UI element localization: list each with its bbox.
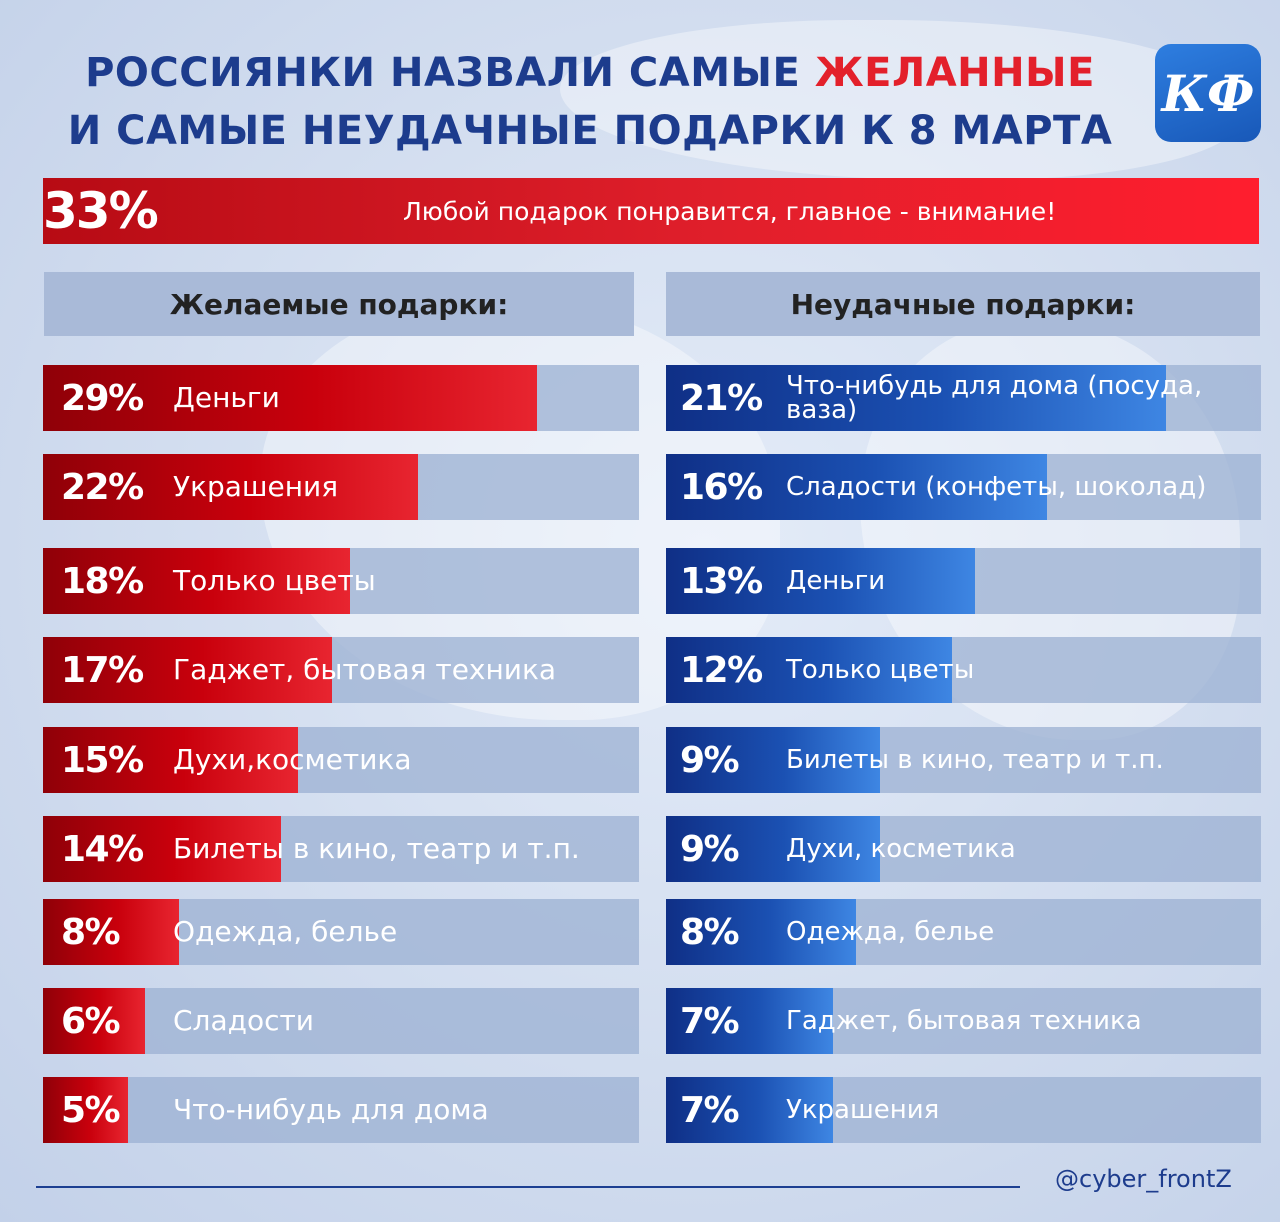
bad-gift-bar <box>666 548 976 614</box>
bad-gift-bar <box>666 899 857 965</box>
bad-gift-value-label: 9% <box>680 828 740 870</box>
bad-gift-value-label: 16% <box>680 466 763 508</box>
desired-gift-bar <box>43 637 333 703</box>
bad-gift-bar <box>666 988 833 1054</box>
desired-gift-bar-row: 17% Гаджет, бытовая техника <box>43 637 639 703</box>
desired-gift-category-label: Одежда, белье <box>173 915 398 948</box>
bad-gift-value-label: 12% <box>680 649 763 691</box>
title-line2: И САМЫЕ НЕУДАЧНЫЕ ПОДАРКИ К 8 МАРТА <box>67 108 1113 154</box>
desired-gift-value-label: 6% <box>61 1000 121 1042</box>
bad-gift-category-label: Украшения <box>786 1095 940 1125</box>
bad-gift-category-label: Билеты в кино, театр и т.п. <box>786 745 1164 775</box>
footer-divider <box>36 1186 1020 1188</box>
desired-gifts-header: Желаемые подарки: <box>44 272 634 336</box>
bad-gift-value-label: 8% <box>680 911 740 953</box>
desired-gift-value-label: 22% <box>61 466 144 508</box>
desired-gift-value-label: 18% <box>61 560 144 602</box>
bad-gift-bar-row: 7% Украшения <box>666 1077 1261 1143</box>
kf-logo-icon: КФ <box>1155 44 1261 142</box>
bad-gift-bar <box>666 816 881 882</box>
desired-gift-bar-row: 14% Билеты в кино, театр и т.п. <box>43 816 639 882</box>
desired-gift-value-label: 17% <box>61 649 144 691</box>
desired-gift-category-label: Украшения <box>173 470 339 503</box>
desired-gift-bar-row: 6% Сладости <box>43 988 639 1054</box>
bad-gift-value-label: 7% <box>680 1089 740 1131</box>
desired-gift-category-label: Гаджет, бытовая техника <box>173 653 557 686</box>
desired-gift-bar <box>43 365 537 431</box>
banner-text: Любой подарок понравится, главное - вним… <box>403 196 1057 226</box>
map-background-shape <box>560 20 1240 180</box>
bad-gift-value-label: 9% <box>680 739 740 781</box>
bad-gift-bar <box>666 727 881 793</box>
bad-gifts-title: Неудачные подарки: <box>790 287 1136 321</box>
bad-gift-bar <box>666 637 952 703</box>
headline-banner: 33% Любой подарок понравится, главное - … <box>43 178 1259 244</box>
bad-gift-category-label: Одежда, белье <box>786 917 995 947</box>
logo-text: КФ <box>1161 63 1255 123</box>
desired-gift-value-label: 5% <box>61 1089 121 1131</box>
desired-gift-bar-row: 8% Одежда, белье <box>43 899 639 965</box>
desired-gift-bar <box>43 548 350 614</box>
desired-gift-category-label: Билеты в кино, театр и т.п. <box>173 832 580 865</box>
bad-gifts-header: Неудачные подарки: <box>666 272 1260 336</box>
bad-gift-bar-row: 21% Что-нибудь для дома (посуда, ваза) <box>666 365 1261 431</box>
desired-gift-value-label: 14% <box>61 828 144 870</box>
desired-gift-bar <box>43 899 180 965</box>
bad-gift-bar <box>666 1077 833 1143</box>
bad-gift-category-label: Сладости (конфеты, шоколад) <box>786 472 1207 502</box>
bad-gift-value-label: 13% <box>680 560 763 602</box>
desired-gift-bar <box>43 1077 129 1143</box>
bad-gift-bar-row: 12% Только цветы <box>666 637 1261 703</box>
desired-gift-category-label: Духи,косметика <box>173 743 412 776</box>
desired-gift-bar-row: 22% Украшения <box>43 454 639 520</box>
bad-gift-bar-row: 13% Деньги <box>666 548 1261 614</box>
bad-gift-category-label: Только цветы <box>786 655 975 685</box>
desired-gift-category-label: Деньги <box>173 381 280 414</box>
bad-gift-bar-row: 9% Духи, косметика <box>666 816 1261 882</box>
desired-gift-value-label: 8% <box>61 911 121 953</box>
bad-gift-category-label: Деньги <box>786 566 886 596</box>
bad-gift-bar-row: 8% Одежда, белье <box>666 899 1261 965</box>
banner-percent: 33% <box>43 182 159 240</box>
bad-gift-bar-row: 7% Гаджет, бытовая техника <box>666 988 1261 1054</box>
bad-gift-bar-row: 9% Билеты в кино, театр и т.п. <box>666 727 1261 793</box>
title-line1-prefix: РОССИЯНКИ НАЗВАЛИ САМЫЕ <box>85 50 815 96</box>
title-highlight: ЖЕЛАННЫЕ <box>814 50 1095 96</box>
desired-gift-value-label: 15% <box>61 739 144 781</box>
bad-gift-value-label: 7% <box>680 1000 740 1042</box>
bad-gift-bar <box>666 365 1166 431</box>
bad-gift-bar-row: 16% Сладости (конфеты, шоколад) <box>666 454 1261 520</box>
desired-gift-category-label: Сладости <box>173 1004 314 1037</box>
desired-gift-bar-row: 5% Что-нибудь для дома <box>43 1077 639 1143</box>
bad-gift-value-label: 21% <box>680 377 763 419</box>
bad-gift-category-label: Что-нибудь для дома (посуда, ваза) <box>786 371 1203 425</box>
page-title: РОССИЯНКИ НАЗВАЛИ САМЫЕ ЖЕЛАННЫЕ И САМЫЕ… <box>40 44 1140 160</box>
desired-gift-category-label: Что-нибудь для дома <box>173 1093 489 1126</box>
desired-gift-bar <box>43 816 282 882</box>
bad-gift-category-label: Гаджет, бытовая техника <box>786 1006 1142 1036</box>
desired-gift-bar <box>43 988 146 1054</box>
desired-gift-value-label: 29% <box>61 377 144 419</box>
desired-gifts-title: Желаемые подарки: <box>169 287 509 321</box>
desired-gift-category-label: Только цветы <box>173 564 376 597</box>
desired-gift-bar <box>43 727 299 793</box>
desired-gift-bar-row: 18% Только цветы <box>43 548 639 614</box>
desired-gift-bar-row: 29% Деньги <box>43 365 639 431</box>
bad-gift-category-label: Духи, косметика <box>786 834 1016 864</box>
desired-gift-bar-row: 15% Духи,косметика <box>43 727 639 793</box>
footer-handle: @cyber_frontZ <box>1055 1165 1232 1193</box>
bad-gift-bar <box>666 454 1047 520</box>
desired-gift-bar <box>43 454 418 520</box>
